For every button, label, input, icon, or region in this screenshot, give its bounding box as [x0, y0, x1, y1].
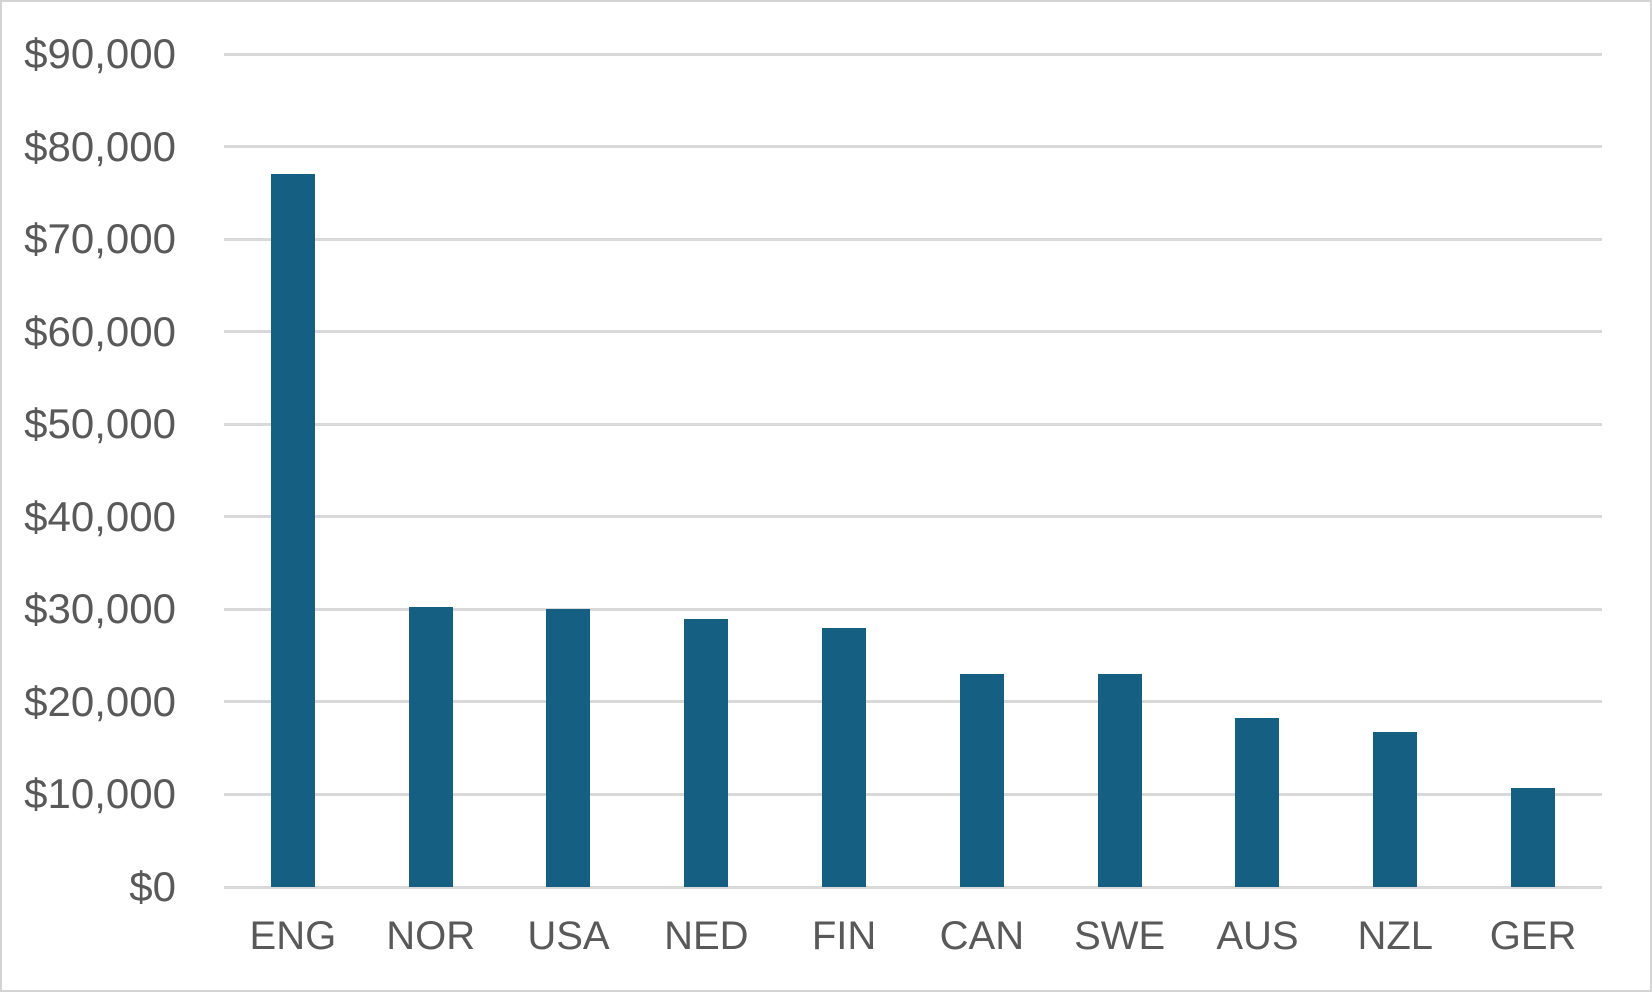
gridline — [224, 52, 1602, 56]
x-tick-label-fin: FIN — [811, 913, 877, 958]
y-axis-tick-labels: $0 $10,000 $20,000 $30,000 $40,000 $50,000 $60… — [2, 2, 176, 990]
x-axis-tick-labels: ENG NOR USA NED FIN CAN SWE AUS NZL GER — [224, 904, 1602, 968]
y-tick-label: $10,000 — [24, 770, 176, 818]
y-tick-label: $70,000 — [24, 215, 176, 263]
bar-slot — [1464, 54, 1602, 887]
plot-area — [224, 52, 1602, 889]
gridline — [224, 145, 1602, 149]
x-tick-label-eng: ENG — [249, 913, 337, 958]
bar-slot — [224, 54, 362, 887]
bar-slot — [362, 54, 500, 887]
bar-nor — [408, 607, 453, 887]
bar-slot — [1051, 54, 1189, 887]
bar-eng — [270, 174, 315, 887]
y-tick-label: $80,000 — [24, 122, 176, 170]
y-tick-label: $30,000 — [24, 585, 176, 633]
y-tick-label: $0 — [129, 863, 176, 910]
x-tick-label-aus: AUS — [1216, 913, 1299, 958]
gridline — [224, 515, 1602, 519]
bar-slot — [775, 54, 913, 887]
y-tick-label: $90,000 — [24, 30, 176, 77]
bar-swe — [1097, 674, 1142, 887]
y-tick-label: $60,000 — [24, 307, 176, 355]
gridline — [224, 237, 1602, 241]
gridline — [224, 700, 1602, 704]
bar-slot — [1326, 54, 1464, 887]
gridline — [224, 330, 1602, 334]
x-tick-label-can: CAN — [939, 913, 1025, 958]
bar-fin — [822, 628, 867, 887]
bar-aus — [1235, 718, 1280, 887]
bar-slot — [913, 54, 1051, 887]
gridline — [224, 885, 1602, 889]
bar-ned — [684, 619, 729, 887]
bar-slot — [1189, 54, 1327, 887]
x-tick-label-swe: SWE — [1074, 913, 1166, 958]
y-tick-label: $20,000 — [24, 677, 176, 725]
bar-can — [959, 674, 1004, 887]
gridline — [224, 792, 1602, 796]
x-tick-label-ned: NED — [664, 913, 749, 958]
gridline — [224, 422, 1602, 426]
bar-usa — [546, 609, 591, 887]
bar-slot — [500, 54, 638, 887]
x-tick-label-nzl: NZL — [1357, 913, 1434, 958]
x-tick-label-ger: GER — [1489, 913, 1577, 958]
gridline — [224, 607, 1602, 611]
bar-nzl — [1373, 732, 1418, 887]
y-tick-label: $50,000 — [24, 400, 176, 448]
bar-ger — [1511, 788, 1556, 887]
bars — [224, 54, 1602, 887]
x-tick-label-nor: NOR — [386, 913, 476, 958]
y-tick-label: $40,000 — [24, 492, 176, 540]
x-tick-label-usa: USA — [527, 913, 610, 958]
bar-slot — [637, 54, 775, 887]
